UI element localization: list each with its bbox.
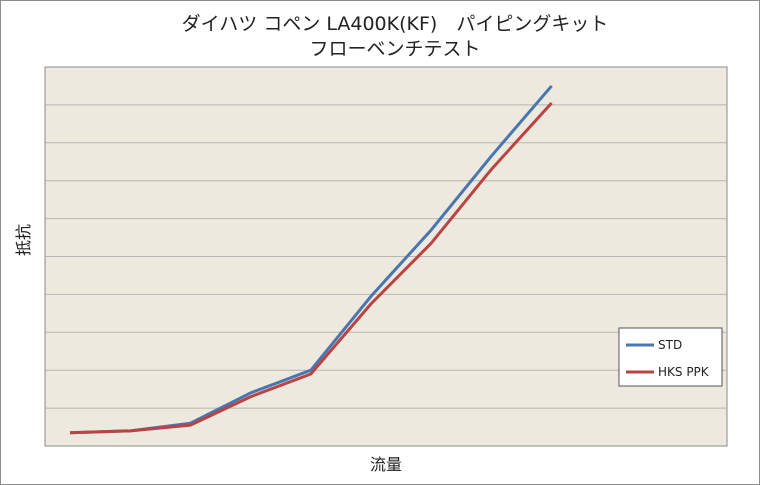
data-lines	[69, 84, 553, 435]
gridlines	[45, 104, 727, 409]
series-line-hks-ppk	[69, 101, 553, 435]
legend-label: HKS PPK	[658, 365, 710, 379]
legend-box	[618, 327, 723, 387]
legend: STD HKS PPK	[618, 327, 723, 387]
x-axis-label: 流量	[370, 455, 402, 474]
chart-title-line2: フローベンチテスト	[309, 38, 480, 60]
y-axis-label: 抵抗	[14, 224, 33, 256]
legend-label: STD	[658, 338, 682, 352]
chart-title-line1: ダイハツ コペン LA400K(KF) パイピングキット	[182, 13, 609, 35]
